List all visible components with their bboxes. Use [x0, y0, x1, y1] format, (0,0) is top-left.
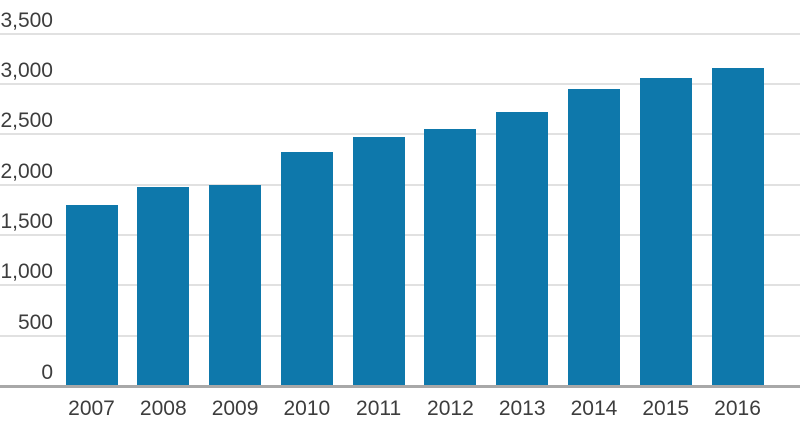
- x-tick-label-2015: 2015: [642, 397, 690, 420]
- bar-2007: [65, 204, 118, 386]
- bar-2014: [567, 88, 620, 386]
- x-tick-label-2013: 2013: [498, 397, 546, 420]
- x-tick-label-2008: 2008: [139, 397, 187, 420]
- bar-2008: [137, 187, 190, 386]
- y-tick-label-2000: 2,000: [0, 159, 53, 183]
- bar-2011: [352, 137, 405, 386]
- gridline-2500: [0, 133, 800, 136]
- bar-2010: [280, 151, 333, 386]
- bar-2015: [639, 77, 692, 386]
- x-tick-label-2007: 2007: [68, 397, 115, 420]
- x-tick-label-2014: 2014: [570, 397, 618, 420]
- bar-2016: [711, 68, 764, 386]
- y-tick-label-0: 0: [41, 361, 53, 384]
- y-tick-label-3500: 3,500: [0, 8, 53, 32]
- y-tick-label-1500: 1,500: [0, 209, 53, 233]
- y-tick-label-500: 500: [17, 310, 53, 334]
- x-tick-label-2009: 2009: [211, 397, 259, 420]
- x-axis-line: [0, 385, 800, 388]
- bar-2013: [496, 112, 549, 386]
- x-tick-label-2011: 2011: [356, 397, 402, 420]
- bar-2009: [209, 185, 262, 386]
- y-tick-label-3000: 3,000: [0, 58, 53, 82]
- x-tick-label-2010: 2010: [283, 397, 331, 420]
- bar-2012: [424, 129, 477, 386]
- x-tick-label-2016: 2016: [714, 397, 761, 420]
- gridline-3000: [0, 82, 800, 85]
- x-tick-label-2012: 2012: [427, 397, 474, 420]
- y-tick-label-1000: 1,000: [0, 260, 53, 284]
- gridline-3500: [0, 32, 800, 35]
- y-tick-label-2500: 2,500: [0, 109, 53, 133]
